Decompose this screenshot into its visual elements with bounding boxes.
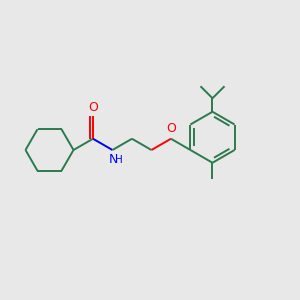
Text: O: O [88,101,98,114]
Text: N: N [108,153,118,166]
Text: H: H [115,155,123,165]
Text: O: O [166,122,176,135]
